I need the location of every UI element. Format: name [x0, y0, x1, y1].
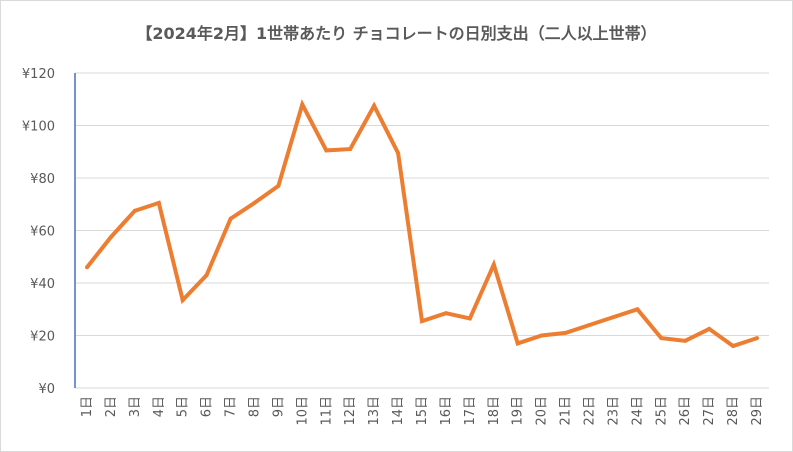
data-point [396, 151, 401, 156]
x-tick-label: 19日 [511, 396, 526, 426]
data-point [108, 235, 113, 240]
data-point [635, 307, 640, 312]
x-tick-label: 28日 [726, 396, 741, 426]
data-point [707, 326, 712, 331]
x-tick-label: 26日 [678, 396, 693, 426]
data-point [156, 200, 161, 205]
x-tick-label: 29日 [750, 396, 765, 426]
grid-lines [74, 72, 769, 389]
y-tick-label: ¥0 [38, 382, 55, 397]
data-point [611, 315, 616, 320]
data-point [300, 102, 305, 107]
y-axis-ticks: ¥0 ¥20 ¥40 ¥60 ¥80 ¥100 ¥120 [22, 67, 55, 397]
data-point [276, 183, 281, 188]
x-tick-label: 16日 [439, 396, 454, 426]
x-axis-ticks: 1日 2日 3日 4日 5日 6日 7日 8日 9日 10日 11日 12日 13日 14日 15日 16日 1… [80, 396, 765, 426]
series-line-0 [85, 99, 758, 349]
data-point [683, 338, 688, 343]
x-tick-label: 24日 [630, 396, 645, 426]
data-point [755, 336, 759, 341]
x-tick-label: 12日 [343, 396, 358, 426]
y-tick-label: ¥20 [30, 330, 55, 345]
x-tick-label: 15日 [415, 396, 430, 426]
series-layer [85, 99, 759, 349]
x-tick-label: 9日 [271, 396, 286, 417]
x-tick-label: 10日 [295, 396, 310, 426]
data-point [467, 316, 472, 321]
y-tick-label: ¥80 [30, 172, 55, 187]
x-tick-label: 17日 [463, 396, 478, 426]
chart-title: 【2024年2月】1世帯あたり チョコレートの日別支出（二人以上世帯） [136, 24, 657, 43]
x-tick-label: 13日 [367, 396, 382, 426]
data-point [515, 341, 520, 346]
data-point [324, 148, 329, 153]
x-tick-label: 23日 [606, 396, 621, 426]
x-tick-label: 27日 [702, 396, 717, 426]
data-point [659, 336, 664, 341]
data-point [563, 330, 568, 335]
x-tick-label: 25日 [654, 396, 669, 426]
data-point [420, 319, 424, 324]
data-point [348, 147, 353, 152]
data-point [132, 208, 137, 213]
data-point [443, 311, 448, 316]
y-tick-label: ¥40 [30, 277, 55, 292]
x-tick-label: 4日 [152, 396, 167, 417]
x-tick-label: 11日 [319, 396, 334, 426]
x-tick-label: 14日 [391, 396, 406, 426]
y-tick-label: ¥120 [22, 67, 55, 82]
y-tick-label: ¥60 [30, 225, 55, 240]
data-point [731, 344, 736, 348]
y-tick-label: ¥100 [22, 120, 55, 135]
x-tick-label: 20日 [535, 396, 550, 426]
x-tick-label: 1日 [80, 396, 95, 417]
x-tick-label: 21日 [559, 396, 574, 426]
data-point [85, 265, 89, 270]
x-tick-label: 2日 [104, 396, 119, 417]
data-point [491, 262, 496, 267]
x-tick-label: 18日 [487, 396, 502, 426]
data-point [180, 298, 185, 303]
data-point [228, 216, 233, 221]
x-tick-label: 8日 [247, 396, 262, 417]
data-point [204, 273, 209, 278]
data-point [539, 333, 544, 338]
x-tick-label: 7日 [224, 396, 239, 417]
data-point [587, 323, 592, 327]
data-point [372, 103, 377, 108]
x-tick-label: 22日 [583, 396, 598, 426]
x-tick-label: 5日 [176, 396, 191, 417]
data-point [252, 200, 257, 205]
x-tick-label: 6日 [200, 396, 215, 417]
x-tick-label: 3日 [128, 396, 143, 417]
